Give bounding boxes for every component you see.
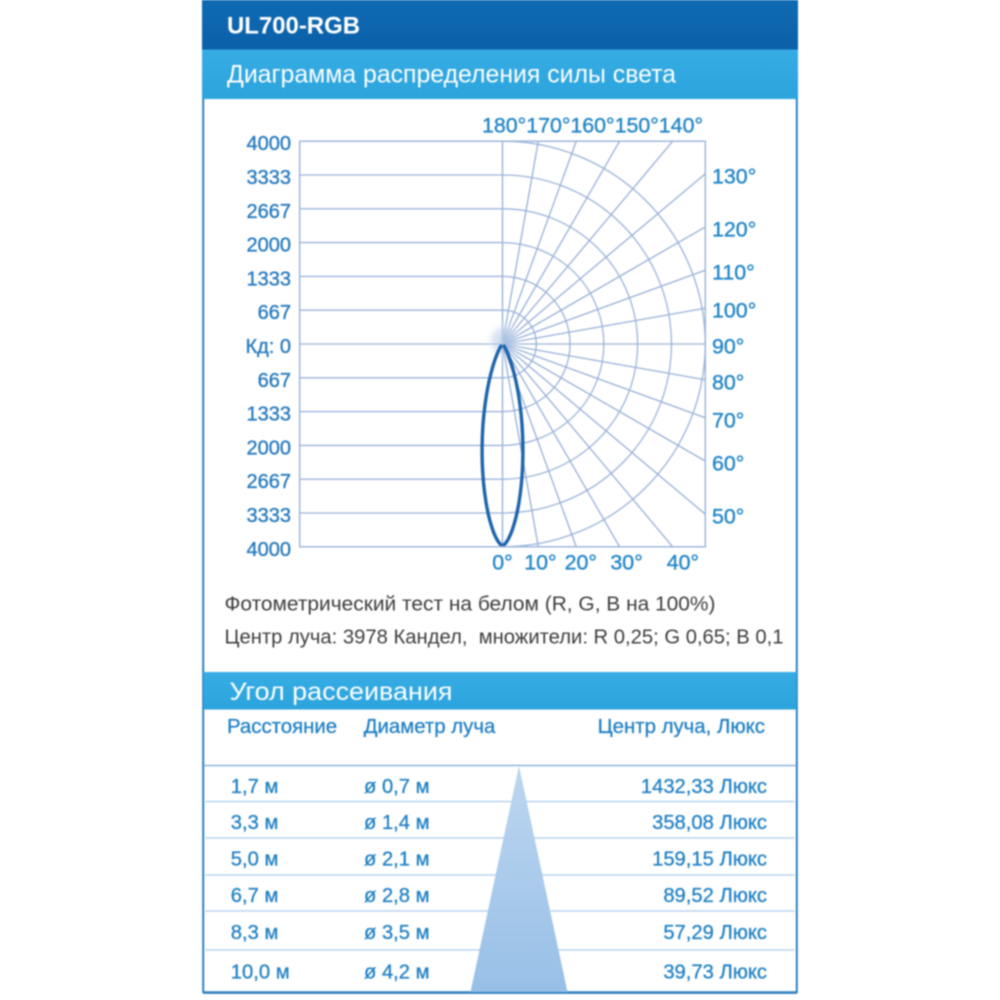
svg-text:1,7 м: 1,7 м: [231, 776, 279, 798]
svg-text:Центр луча: 3978 Кандел, множ: Центр луча: 3978 Кандел, множители: R 0,…: [225, 626, 784, 649]
svg-text:3333: 3333: [247, 167, 292, 189]
svg-text:3333: 3333: [247, 505, 292, 527]
svg-text:5,0 м: 5,0 м: [231, 849, 279, 871]
svg-text:8,3 м: 8,3 м: [231, 922, 279, 944]
svg-text:2000: 2000: [247, 437, 292, 459]
svg-text:Угол рассеивания: Угол рассеивания: [230, 678, 453, 706]
svg-text:180°170°160°150°140°: 180°170°160°150°140°: [482, 114, 703, 138]
svg-text:667: 667: [258, 370, 291, 392]
svg-text:Диаметр луча: Диаметр луча: [364, 716, 496, 738]
svg-text:110°: 110°: [712, 261, 755, 285]
svg-text:1333: 1333: [247, 268, 292, 290]
svg-text:Диаграмма распределения силы с: Диаграмма распределения силы света: [227, 62, 676, 89]
svg-text:4000: 4000: [247, 539, 292, 561]
svg-text:358,08 Люкс: 358,08 Люкс: [652, 812, 767, 834]
svg-text:0°: 0°: [492, 551, 512, 575]
svg-text:30°: 30°: [610, 551, 642, 575]
svg-text:90°: 90°: [712, 335, 744, 359]
svg-text:39,73 Люкс: 39,73 Люкс: [663, 961, 767, 983]
svg-text:70°: 70°: [712, 408, 744, 432]
svg-text:ø 4,2 м: ø 4,2 м: [364, 961, 430, 983]
svg-text:89,52 Люкс: 89,52 Люкс: [663, 885, 767, 907]
svg-text:Центр луча, Люкс: Центр луча, Люкс: [598, 716, 765, 738]
svg-text:2667: 2667: [247, 471, 292, 493]
svg-text:10,0 м: 10,0 м: [231, 961, 290, 983]
svg-text:10°: 10°: [524, 551, 556, 575]
svg-text:159,15 Люкс: 159,15 Люкс: [652, 849, 767, 871]
svg-text:Расстояние: Расстояние: [227, 716, 337, 738]
svg-text:4000: 4000: [247, 133, 292, 155]
svg-text:1432,33 Люкс: 1432,33 Люкс: [641, 776, 767, 798]
svg-text:3,3 м: 3,3 м: [231, 812, 279, 834]
svg-text:ø 0,7 м: ø 0,7 м: [364, 776, 430, 798]
svg-text:667: 667: [258, 302, 291, 324]
svg-text:60°: 60°: [712, 452, 744, 476]
svg-text:20°: 20°: [565, 551, 597, 575]
svg-text:ø 2,1 м: ø 2,1 м: [364, 849, 430, 871]
svg-text:40°: 40°: [667, 551, 699, 575]
svg-text:130°: 130°: [712, 164, 756, 188]
svg-text:1333: 1333: [247, 404, 292, 426]
svg-text:2000: 2000: [247, 235, 292, 257]
svg-text:57,29 Люкс: 57,29 Люкс: [663, 922, 767, 944]
svg-text:80°: 80°: [712, 370, 744, 394]
svg-text:2667: 2667: [247, 201, 292, 223]
svg-text:100°: 100°: [712, 299, 756, 323]
svg-text:ø 3,5 м: ø 3,5 м: [364, 922, 430, 944]
svg-text:ø 1,4 м: ø 1,4 м: [364, 812, 430, 834]
svg-text:120°: 120°: [712, 217, 756, 241]
svg-text:Фотометрический тест на белом: Фотометрический тест на белом (R, G, B н…: [225, 593, 716, 616]
svg-text:ø 2,8 м: ø 2,8 м: [364, 885, 430, 907]
svg-text:50°: 50°: [712, 505, 744, 529]
svg-text:UL700-RGB: UL700-RGB: [227, 13, 360, 40]
svg-text:6,7 м: 6,7 м: [231, 885, 279, 907]
svg-text:Кд: 0: Кд: 0: [245, 336, 291, 358]
